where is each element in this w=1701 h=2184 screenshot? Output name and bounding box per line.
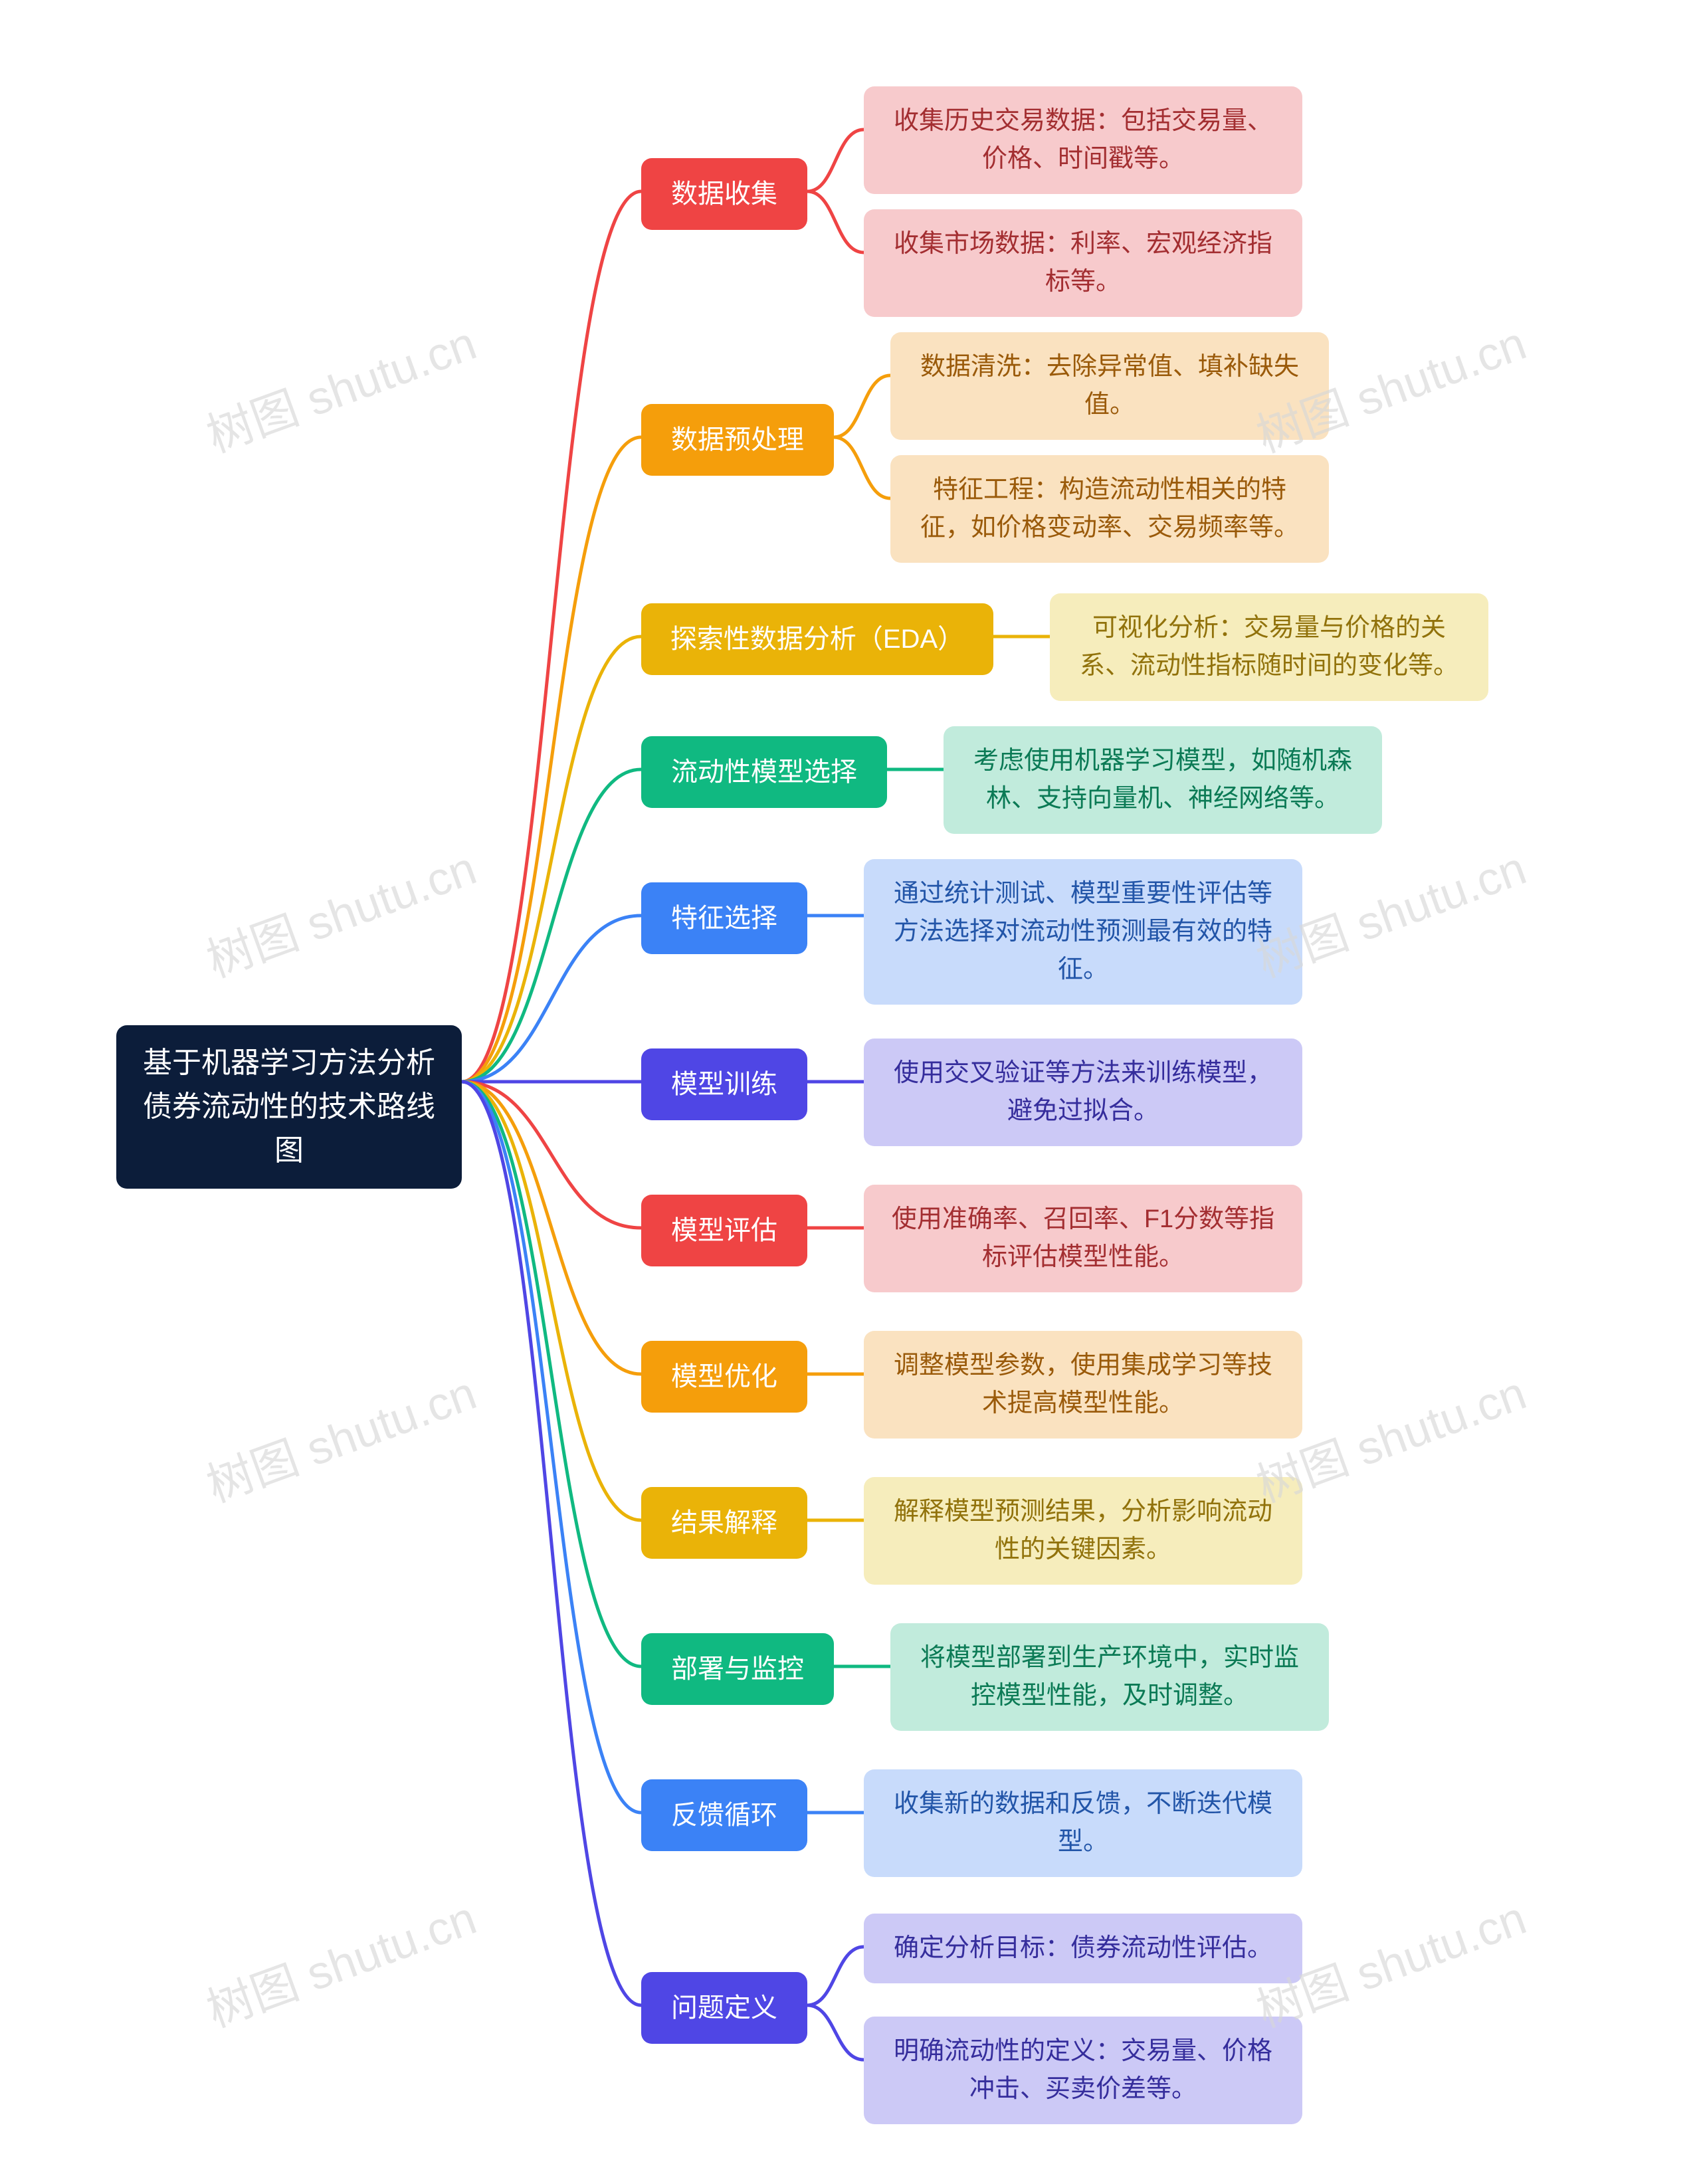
branch-node-b3: 探索性数据分析（EDA）: [641, 603, 993, 675]
branch-node-b8: 模型优化: [641, 1341, 807, 1413]
branch-node-b11: 反馈循环: [641, 1779, 807, 1851]
leaf-node-b4-0: 考虑使用机器学习模型，如随机森林、支持向量机、神经网络等。: [944, 726, 1382, 834]
branch-node-b12: 问题定义: [641, 1972, 807, 2044]
branch-node-b4: 流动性模型选择: [641, 736, 887, 808]
leaf-node-b6-0: 使用交叉验证等方法来训练模型，避免过拟合。: [864, 1039, 1302, 1146]
leaf-node-b3-0: 可视化分析：交易量与价格的关系、流动性指标随时间的变化等。: [1050, 593, 1488, 701]
leaf-node-b8-0: 调整模型参数，使用集成学习等技术提高模型性能。: [864, 1331, 1302, 1439]
branch-node-b10: 部署与监控: [641, 1633, 834, 1705]
watermark: 树图 shutu.cn: [196, 1881, 484, 2040]
watermark: 树图 shutu.cn: [196, 1356, 484, 1516]
branch-node-b5: 特征选择: [641, 882, 807, 954]
branch-node-b2: 数据预处理: [641, 404, 834, 476]
leaf-node-b1-0: 收集历史交易数据：包括交易量、价格、时间戳等。: [864, 86, 1302, 194]
branch-node-b7: 模型评估: [641, 1195, 807, 1266]
watermark: 树图 shutu.cn: [196, 306, 484, 466]
leaf-node-b12-1: 明确流动性的定义：交易量、价格冲击、买卖价差等。: [864, 2017, 1302, 2124]
leaf-node-b12-0: 确定分析目标：债券流动性评估。: [864, 1914, 1302, 1983]
leaf-node-b11-0: 收集新的数据和反馈，不断迭代模型。: [864, 1769, 1302, 1877]
branch-node-b6: 模型训练: [641, 1048, 807, 1120]
leaf-node-b5-0: 通过统计测试、模型重要性评估等方法选择对流动性预测最有效的特征。: [864, 859, 1302, 1005]
watermark: 树图 shutu.cn: [196, 831, 484, 991]
leaf-node-b1-1: 收集市场数据：利率、宏观经济指标等。: [864, 209, 1302, 317]
leaf-node-b9-0: 解释模型预测结果，分析影响流动性的关键因素。: [864, 1477, 1302, 1585]
mindmap-canvas: 基于机器学习方法分析债券流动性的技术路线图 数据收集收集历史交易数据：包括交易量、…: [0, 0, 1701, 2184]
leaf-node-b10-0: 将模型部署到生产环境中，实时监控模型性能，及时调整。: [890, 1623, 1329, 1731]
branch-node-b1: 数据收集: [641, 158, 807, 230]
leaf-node-b2-1: 特征工程：构造流动性相关的特征，如价格变动率、交易频率等。: [890, 455, 1329, 563]
leaf-node-b7-0: 使用准确率、召回率、F1分数等指标评估模型性能。: [864, 1185, 1302, 1292]
root-node: 基于机器学习方法分析债券流动性的技术路线图: [116, 1025, 462, 1189]
branch-node-b9: 结果解释: [641, 1487, 807, 1559]
